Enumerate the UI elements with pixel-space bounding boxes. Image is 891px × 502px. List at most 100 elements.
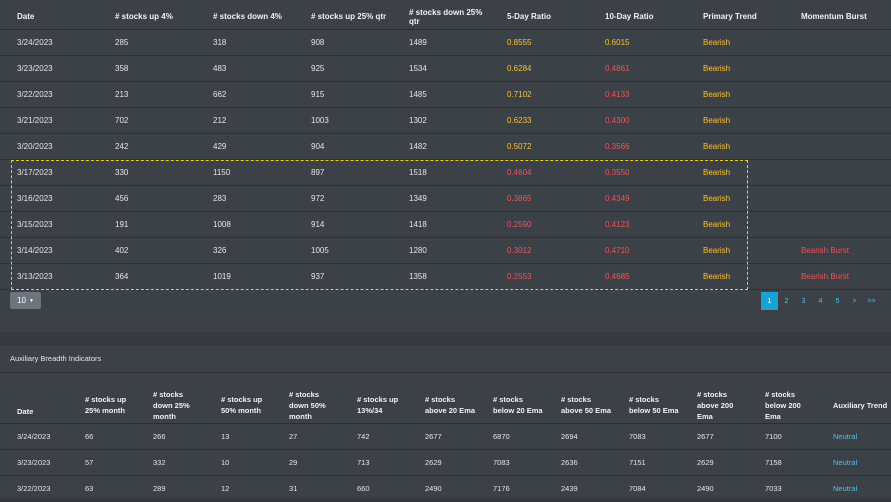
page-link[interactable]: >> (863, 292, 880, 310)
aux-value-cell: 7158 (748, 449, 816, 476)
column-header[interactable]: 5-Day Ratio (490, 4, 588, 30)
aux-column-header[interactable]: # stocks down 50% month (272, 387, 340, 424)
column-header[interactable]: # stocks up 4% (98, 4, 196, 30)
primary-trend-cell: Bearish (686, 237, 784, 264)
stocks-up-4-cell: 242 (98, 133, 196, 160)
column-header[interactable]: Date (0, 4, 98, 30)
momentum-burst-cell: Bearish Burst (784, 237, 891, 264)
stocks-up-25-qtr-cell: 897 (294, 159, 392, 186)
aux-value-cell: 2490 (408, 475, 476, 502)
aux-value-cell: 7033 (748, 475, 816, 502)
primary-trend-cell: Bearish (686, 159, 784, 186)
column-header[interactable]: # stocks down 4% (196, 4, 294, 30)
primary-trend-cell: Bearish (686, 133, 784, 160)
stocks-down-25-qtr-cell: 1482 (392, 133, 490, 160)
table-row: 3/21/2023 702 212 1003 1302 0.6233 0.4300 Beari… (0, 107, 891, 134)
column-header[interactable]: 10-Day Ratio (588, 4, 686, 30)
stocks-down-4-cell: 212 (196, 107, 294, 134)
table-row: 3/13/2023 364 1019 937 1358 0.2553 0.4685 Beari… (0, 263, 891, 290)
page-size-dropdown[interactable]: 10 ▼ (10, 292, 41, 309)
stocks-up-4-cell: 191 (98, 211, 196, 238)
aux-column-header[interactable]: # stocks down 25% month (136, 387, 204, 424)
aux-value-cell: 27 (272, 423, 340, 450)
stocks-up-4-cell: 456 (98, 185, 196, 212)
aux-value-cell: 2629 (408, 449, 476, 476)
ratio-10-day-cell: 0.3550 (588, 159, 686, 186)
aux-column-header[interactable]: # stocks up 13%/34 (340, 387, 408, 424)
stocks-down-4-cell: 1008 (196, 211, 294, 238)
aux-header-row: Date # stocks up 25% month # stocks down 2… (0, 387, 891, 424)
momentum-burst-cell (784, 185, 891, 212)
aux-value-cell: 289 (136, 475, 204, 502)
stocks-up-25-qtr-cell: 915 (294, 81, 392, 108)
page-link[interactable]: 5 (829, 292, 846, 310)
aux-value-cell: 7083 (612, 423, 680, 450)
page-link[interactable]: > (846, 292, 863, 310)
aux-column-header[interactable]: # stocks above 50 Ema (544, 387, 612, 424)
date-cell: 3/20/2023 (0, 133, 98, 160)
aux-trend-cell: Neutral (816, 475, 891, 502)
aux-value-cell: 57 (68, 449, 136, 476)
aux-column-header[interactable]: # stocks below 20 Ema (476, 387, 544, 424)
ratio-5-day-cell: 0.2590 (490, 211, 588, 238)
primary-trend-cell: Bearish (686, 29, 784, 56)
date-cell: 3/17/2023 (0, 159, 98, 186)
ratio-10-day-cell: 0.6015 (588, 29, 686, 56)
column-header[interactable]: # stocks down 25% qtr (392, 4, 490, 30)
aux-column-header[interactable]: Date (0, 387, 68, 424)
aux-column-header[interactable]: Auxiliary Trend (816, 387, 891, 424)
aux-value-cell: 29 (272, 449, 340, 476)
column-header[interactable]: Momentum Burst (784, 4, 891, 30)
table-row: 3/23/2023 358 483 925 1534 0.6284 0.4861 Bearis… (0, 55, 891, 82)
aux-table-row: 3/24/2023 66 266 13 27 742 2677 6870 2694 7083 267… (0, 423, 891, 450)
aux-value-cell: 7083 (476, 449, 544, 476)
date-cell: 3/13/2023 (0, 263, 98, 290)
ratio-5-day-cell: 0.3865 (490, 185, 588, 212)
aux-value-cell: 2677 (408, 423, 476, 450)
stocks-up-25-qtr-cell: 904 (294, 133, 392, 160)
table-row: 3/24/2023 285 318 908 1489 0.8555 0.6015 Bearis… (0, 29, 891, 56)
aux-panel-title: Auxiliary Breadth Indicators (10, 354, 102, 363)
aux-value-cell: 7084 (612, 475, 680, 502)
stocks-down-25-qtr-cell: 1358 (392, 263, 490, 290)
stocks-up-25-qtr-cell: 972 (294, 185, 392, 212)
ratio-10-day-cell: 0.4685 (588, 263, 686, 290)
aux-panel: Date # stocks up 25% month # stocks down 2… (0, 372, 891, 502)
caret-down-icon: ▼ (28, 297, 34, 304)
table-row: 3/17/2023 330 1150 897 1518 0.4604 0.3550 Beari… (0, 159, 891, 186)
page-link[interactable]: 4 (812, 292, 829, 310)
aux-value-cell: 13 (204, 423, 272, 450)
momentum-burst-cell: Bearish Burst (784, 263, 891, 290)
ratio-10-day-cell: 0.4349 (588, 185, 686, 212)
stocks-up-4-cell: 330 (98, 159, 196, 186)
aux-column-header[interactable]: # stocks above 20 Ema (408, 387, 476, 424)
stocks-up-25-qtr-cell: 1005 (294, 237, 392, 264)
aux-value-cell: 66 (68, 423, 136, 450)
aux-panel-header: Auxiliary Breadth Indicators (0, 345, 891, 372)
ratio-10-day-cell: 0.4300 (588, 107, 686, 134)
date-cell: 3/14/2023 (0, 237, 98, 264)
aux-value-cell: 12 (204, 475, 272, 502)
aux-column-header[interactable]: # stocks above 200 Ema (680, 387, 748, 424)
aux-column-header[interactable]: # stocks up 25% month (68, 387, 136, 424)
aux-column-header[interactable]: # stocks below 200 Ema (748, 387, 816, 424)
column-header[interactable]: Primary Trend (686, 4, 784, 30)
stocks-down-25-qtr-cell: 1534 (392, 55, 490, 82)
aux-table-row: 3/23/2023 57 332 10 29 713 2629 7083 2636 7151 262… (0, 449, 891, 476)
aux-date-cell: 3/22/2023 (0, 475, 68, 502)
page-link[interactable]: 2 (778, 292, 795, 310)
ratio-5-day-cell: 0.4604 (490, 159, 588, 186)
stocks-up-4-cell: 285 (98, 29, 196, 56)
primary-trend-cell: Bearish (686, 263, 784, 290)
ratio-10-day-cell: 0.3566 (588, 133, 686, 160)
aux-column-header[interactable]: # stocks below 50 Ema (612, 387, 680, 424)
column-header[interactable]: # stocks up 25% qtr (294, 4, 392, 30)
page-link[interactable]: 3 (795, 292, 812, 310)
aux-value-cell: 10 (204, 449, 272, 476)
aux-column-header[interactable]: # stocks up 50% month (204, 387, 272, 424)
table-row: 3/14/2023 402 326 1005 1280 0.3012 0.4710 Beari… (0, 237, 891, 264)
page-link[interactable]: 1 (761, 292, 778, 310)
aux-value-cell: 742 (340, 423, 408, 450)
aux-value-cell: 7100 (748, 423, 816, 450)
aux-value-cell: 2629 (680, 449, 748, 476)
